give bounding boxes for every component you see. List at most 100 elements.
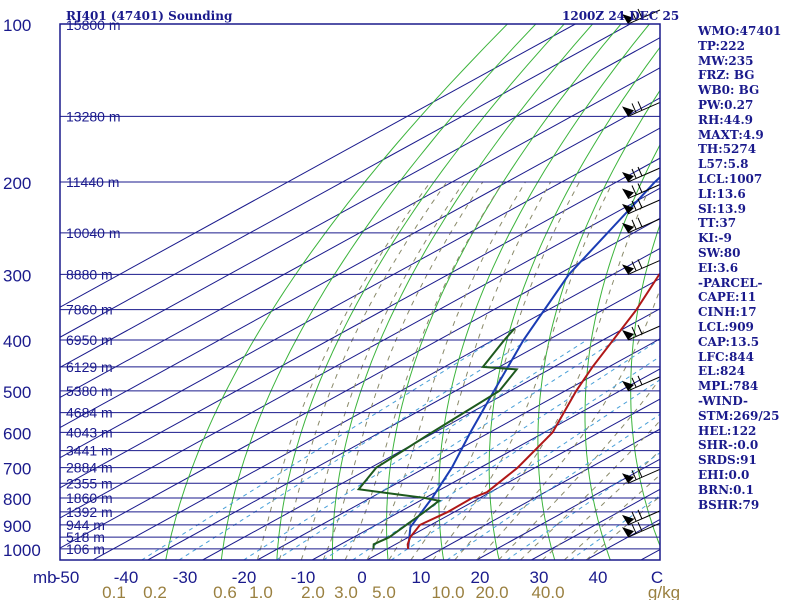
dry-adiabat xyxy=(537,89,660,560)
mixing-ratio-tick: 2.0 xyxy=(301,583,325,600)
temperature-tick: 10 xyxy=(412,568,431,587)
mixing-ratio-tick: 5.0 xyxy=(372,583,396,600)
moist-adiabat xyxy=(256,181,431,560)
height-label: 8880 m xyxy=(66,266,113,282)
dry-adiabat xyxy=(331,24,593,560)
moist-adiabat xyxy=(388,181,552,560)
pressure-label: 300 xyxy=(3,266,31,285)
index-item: BRN:0.1 xyxy=(698,482,754,497)
isotherm xyxy=(366,398,660,560)
moist-adiabat xyxy=(366,181,526,560)
index-item: KI:-9 xyxy=(698,231,732,246)
dewpoint-trace xyxy=(356,327,519,549)
temperature-tick: C xyxy=(651,568,663,587)
isotherm xyxy=(60,157,660,489)
indices-panel: WMO:47401 TP:222 MW:235 FRZ: BG WB0: BG PW:0.… xyxy=(698,24,781,512)
dry-adiabat xyxy=(630,223,660,548)
wind-barb xyxy=(622,324,661,341)
index-item: CINH:17 xyxy=(698,305,757,320)
index-item: L57:5.8 xyxy=(698,157,749,172)
isotherm xyxy=(92,247,660,560)
index-item: SHR-:0.0 xyxy=(698,438,759,453)
isotherm xyxy=(147,278,660,560)
pressure-label: 700 xyxy=(3,460,31,479)
height-label: 2355 m xyxy=(66,475,113,491)
mixing-ratio-line xyxy=(178,339,529,560)
index-item: EHI:0.0 xyxy=(698,467,750,482)
moist-adiabat xyxy=(300,181,465,560)
pressure-label: 400 xyxy=(3,332,31,351)
moist-adiabat xyxy=(454,181,653,560)
wind-barb xyxy=(622,259,661,275)
dry-adiabat xyxy=(220,24,537,560)
moist-adiabats xyxy=(256,181,660,560)
pressure-label: 800 xyxy=(3,490,31,509)
dry-adiabat xyxy=(584,143,660,560)
isobars xyxy=(60,24,660,550)
dry-adiabat xyxy=(488,46,660,560)
index-item: SRDS:91 xyxy=(698,453,757,468)
index-item: MW:235 xyxy=(698,53,754,68)
mixing-ratio-tick: 40.0 xyxy=(531,583,564,600)
height-label: 2884 m xyxy=(66,460,113,476)
wind-barb xyxy=(622,8,661,25)
wind-barb xyxy=(622,101,661,117)
height-label: 1392 m xyxy=(66,504,113,520)
mixing-ratio-line xyxy=(323,339,660,560)
index-item: HEL:122 xyxy=(698,423,757,438)
moist-adiabat xyxy=(278,181,448,560)
height-label: 15800 m xyxy=(66,17,120,33)
index-item: WB0: BG xyxy=(698,83,760,98)
mixing-ratio-tick: 0.6 xyxy=(213,583,237,600)
mixing-ratio-tick: 3.0 xyxy=(334,583,358,600)
isotherm xyxy=(60,127,660,459)
mixing-ratio-tick: 20.0 xyxy=(475,583,508,600)
mixing-ratio-line xyxy=(446,413,660,560)
index-item: FRZ: BG xyxy=(698,68,755,83)
index-item: RH:44.9 xyxy=(698,112,753,127)
index-item: SW:80 xyxy=(698,245,741,260)
index-item: CAPE:11 xyxy=(698,290,757,305)
pressure-label: 500 xyxy=(3,383,31,402)
sounding-title: RJ401 (47401) Sounding xyxy=(66,9,233,23)
profiles xyxy=(356,175,660,550)
index-item: LCL:1007 xyxy=(698,171,763,186)
wind-barb xyxy=(622,521,661,538)
height-label: 3441 m xyxy=(66,443,113,459)
temperature-tick: 40 xyxy=(589,568,608,587)
dry-adiabat xyxy=(438,24,650,560)
wind-barb xyxy=(622,198,661,215)
wind-barb xyxy=(622,183,661,199)
temperature-tick: -40 xyxy=(114,568,139,587)
height-label: 106 m xyxy=(66,541,105,557)
plot-frame xyxy=(59,23,661,561)
moist-adiabat xyxy=(585,495,660,560)
index-item: TT:37 xyxy=(698,216,737,231)
mixing-ratio-tick: 0.1 xyxy=(102,583,126,600)
moist-adiabat xyxy=(476,287,660,560)
moist-adiabat xyxy=(410,181,580,560)
mixing-ratio-line xyxy=(276,339,617,560)
pressure-label: 1000 xyxy=(3,541,41,560)
isotherm xyxy=(60,37,660,368)
mixing-ratio-line xyxy=(390,379,660,560)
wind-barb xyxy=(622,468,661,484)
index-item: LCL:909 xyxy=(698,319,754,334)
temperature-tick: -20 xyxy=(232,568,257,587)
isotherm xyxy=(60,24,631,338)
index-item: EL:824 xyxy=(698,364,746,379)
index-item: BSHR:79 xyxy=(698,497,760,512)
dry-adiabat xyxy=(276,24,565,560)
dry-adiabat xyxy=(386,24,622,560)
isotherm xyxy=(257,338,660,560)
temperature-tick: -30 xyxy=(173,568,198,587)
x-axis-unit: mb xyxy=(33,568,57,587)
index-item: EI:3.6 xyxy=(698,260,739,275)
temperature-trace xyxy=(406,272,660,549)
index-item: TH:5274 xyxy=(698,142,757,157)
wind-barb xyxy=(622,509,661,526)
height-label: 6129 m xyxy=(66,359,113,375)
wind-barbs xyxy=(622,8,661,538)
